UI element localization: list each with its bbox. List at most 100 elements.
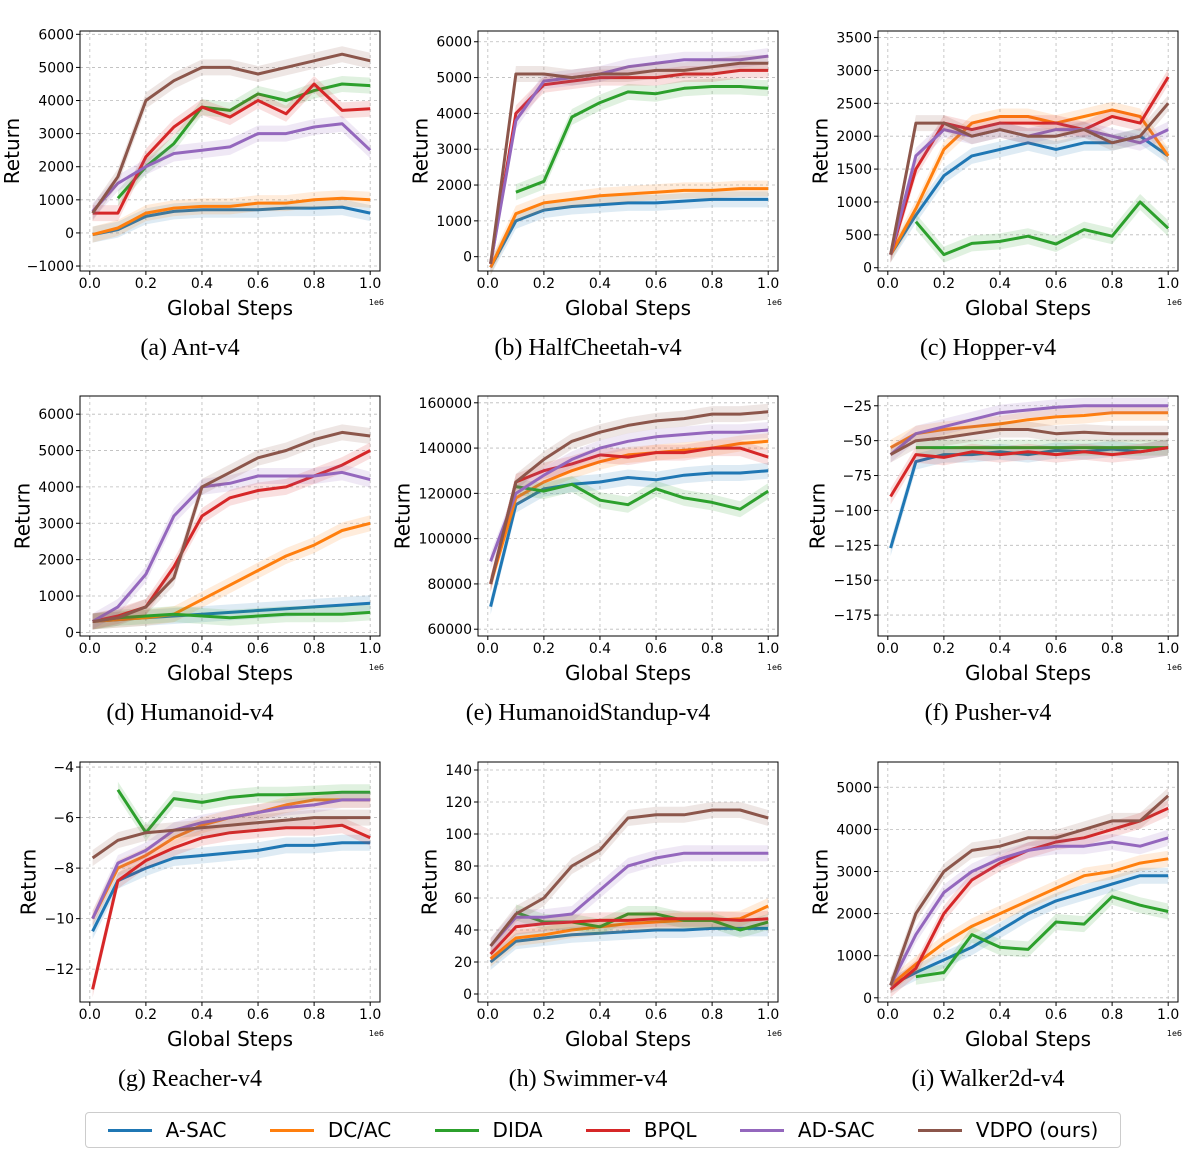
y-axis-label: Return [808, 118, 832, 184]
series-line-dida [116, 82, 371, 200]
plot-frame [477, 30, 779, 272]
plot-frame [79, 30, 381, 272]
legend-label: DC/AC [327, 1118, 392, 1142]
legend-label: DIDA [492, 1118, 543, 1142]
y-tick-label: 2000 [38, 160, 74, 176]
x-tick-label: 0.4 [589, 276, 611, 292]
y-tick-label: 3000 [38, 516, 74, 532]
x-axis-label: Global Steps [167, 661, 293, 685]
x-tick-label: 0.4 [191, 276, 213, 292]
subplot-h: 0.0 0.2 0.4 0.6 0.8 1.0 0 20 40 60 80 100 120 140 1e6 G… [417, 761, 782, 1092]
x-tick-label: 0.8 [701, 276, 723, 292]
y-tick-label: −4 [53, 760, 74, 776]
x-scale-label: 1e6 [1167, 298, 1182, 307]
series-band-a-sac [890, 128, 1169, 263]
subplot-caption: (i) Walker2d-v4 [912, 1066, 1065, 1092]
series-band-vdpo-ours [490, 403, 769, 592]
x-tick-label: 0.0 [877, 641, 899, 657]
legend-swatch [739, 1128, 784, 1132]
y-tick-label: −10 [44, 912, 74, 928]
series-line-vdpo-ours [889, 428, 1169, 456]
x-tick-label: 0.6 [1045, 1007, 1067, 1023]
y-tick-label: 0 [463, 987, 472, 1003]
y-axis-label: Return [10, 483, 34, 549]
plot-frame [79, 761, 381, 1003]
y-tick-label: 5000 [436, 71, 472, 87]
series-band-ad-sac [490, 422, 769, 570]
x-tick-label: 0.6 [645, 1007, 667, 1023]
y-tick-label: 3000 [38, 127, 74, 143]
y-tick-label: 6000 [38, 407, 74, 423]
series-band-a-sac [490, 462, 769, 615]
x-scale-label: 1e6 [767, 298, 782, 307]
x-tick-label: 1.0 [359, 276, 381, 292]
y-tick-label: 1000 [836, 195, 872, 211]
x-tick-label: 0.6 [247, 641, 269, 657]
plot-frame [477, 761, 779, 1003]
x-tick-label: 0.6 [645, 641, 667, 657]
series-band-a-sac [490, 191, 769, 276]
x-tick-label: 0.8 [1101, 276, 1123, 292]
subplot-caption: (a) Ant-v4 [140, 335, 239, 361]
x-tick-label: 0.8 [303, 276, 325, 292]
subplot-caption: (g) Reacher-v4 [118, 1066, 262, 1092]
y-axis-label: Return [408, 118, 432, 184]
y-tick-label: 2000 [836, 129, 872, 145]
x-tick-label: 0.8 [701, 641, 723, 657]
series-line-a-sac [92, 205, 371, 237]
y-tick-label: −75 [842, 469, 872, 485]
series-line-a-sac [489, 469, 769, 607]
x-axis-label: Global Steps [565, 296, 691, 320]
legend: A-SAC DC/AC DIDA BPQL AD-SAC VDPO (ours) [85, 1112, 1121, 1148]
x-tick-label: 0.2 [533, 276, 555, 292]
x-tick-label: 0.0 [79, 1007, 101, 1023]
x-tick-label: 0.2 [533, 641, 555, 657]
series-line-ad-sac [489, 851, 769, 947]
y-tick-label: 1000 [38, 589, 74, 605]
y-tick-label: 0 [65, 625, 74, 641]
y-tick-label: 120 [445, 795, 472, 811]
series-band-vdpo-ours [92, 809, 371, 866]
x-tick-label: 0.2 [135, 1007, 157, 1023]
y-tick-label: 6000 [436, 35, 472, 51]
y-tick-label: −50 [842, 434, 872, 450]
series-band-bpql [890, 69, 1169, 263]
y-tick-label: 1000 [836, 949, 872, 965]
x-tick-label: 1.0 [359, 641, 381, 657]
x-tick-label: 0.4 [191, 1007, 213, 1023]
series-line-vdpo-ours [91, 816, 371, 860]
subplot-e: 0.0 0.2 0.4 0.6 0.8 1.0 60000 80000 100000 120000… [391, 395, 782, 726]
series-band-dc-ac [890, 850, 1169, 994]
y-tick-label: 4000 [436, 106, 472, 122]
series-band-bpql [890, 439, 1169, 505]
y-tick-label: 80000 [427, 577, 472, 593]
x-tick-label: 0.4 [989, 276, 1011, 292]
x-scale-label: 1e6 [369, 298, 384, 307]
plot-frame [877, 761, 1179, 1003]
series-line-bpql [889, 446, 1169, 498]
y-tick-label: 5000 [38, 444, 74, 460]
y-axis-label: Return [391, 483, 415, 549]
subplot-i: 0.0 0.2 0.4 0.6 0.8 1.0 0 1000 2000 3000 4000 5000 1… [808, 761, 1182, 1092]
x-tick-label: 0.2 [933, 641, 955, 657]
series-line-dc-ac [489, 187, 769, 269]
x-tick-label: 0.4 [191, 641, 213, 657]
subplot-g: 0.0 0.2 0.4 0.6 0.8 1.0 −12 −10 −8 −6 −4 1e6 Global … [16, 760, 384, 1092]
series-band-dc-ac [92, 190, 371, 243]
series-line-dc-ac [889, 411, 1169, 449]
x-tick-label: 0.8 [303, 641, 325, 657]
series-line-vdpo-ours [489, 410, 769, 585]
series-line-vdpo-ours [91, 52, 371, 214]
y-tick-label: 5000 [38, 60, 74, 76]
legend-item-a-sac: A-SAC [107, 1118, 226, 1142]
plot-frame [877, 395, 1179, 637]
series-band-vdpo-ours [490, 55, 769, 272]
y-tick-label: 3000 [836, 63, 872, 79]
y-tick-label: 2000 [38, 553, 74, 569]
x-tick-label: 1.0 [1157, 1007, 1179, 1023]
x-tick-label: 0.2 [135, 641, 157, 657]
series-line-a-sac [91, 841, 371, 932]
y-tick-label: 60000 [427, 622, 472, 638]
y-tick-label: 0 [863, 991, 872, 1007]
x-tick-label: 0.0 [79, 276, 101, 292]
